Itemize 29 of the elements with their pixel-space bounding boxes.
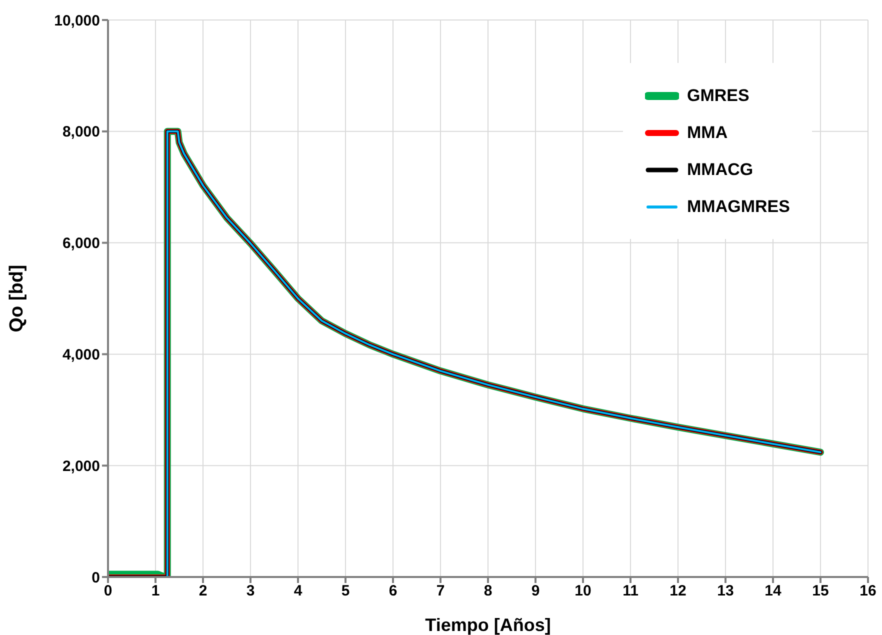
x-tick-label: 1 [151, 582, 160, 600]
x-tick-label: 8 [484, 582, 492, 600]
legend-label: MMACG [687, 160, 754, 180]
x-tick-label: 12 [670, 582, 686, 600]
x-tick-label: 16 [860, 582, 876, 600]
x-tick-label: 2 [198, 582, 208, 600]
legend-label: MMAGMRES [687, 196, 790, 216]
x-tick-label: 5 [341, 582, 350, 600]
x-tick-label: 0 [104, 582, 112, 600]
y-tick-label: 8,000 [62, 124, 100, 141]
y-tick-label: 0 [92, 569, 100, 586]
legend-label: MMA [687, 122, 728, 142]
x-tick-label: 15 [812, 582, 829, 600]
x-tick-label: 11 [622, 582, 638, 600]
y-tick-label: 6,000 [62, 235, 100, 252]
x-tick-label: 13 [717, 582, 734, 600]
y-tick-label: 4,000 [62, 346, 100, 364]
x-tick-label: 4 [294, 582, 303, 600]
x-tick-label: 9 [531, 582, 540, 600]
x-tick-label: 3 [246, 582, 255, 600]
x-tick-label: 6 [388, 582, 398, 600]
x-tick-label: 14 [764, 582, 782, 600]
x-axis-title: Tiempo [Años] [425, 615, 551, 635]
y-tick-label: 2,000 [62, 458, 100, 475]
legend-label: GMRES [687, 86, 750, 106]
x-tick-label: 10 [574, 582, 592, 600]
y-axis-title: Qo [bd] [6, 264, 28, 332]
x-tick-label: 7 [436, 582, 445, 600]
y-tick-label: 10,000 [54, 12, 100, 30]
